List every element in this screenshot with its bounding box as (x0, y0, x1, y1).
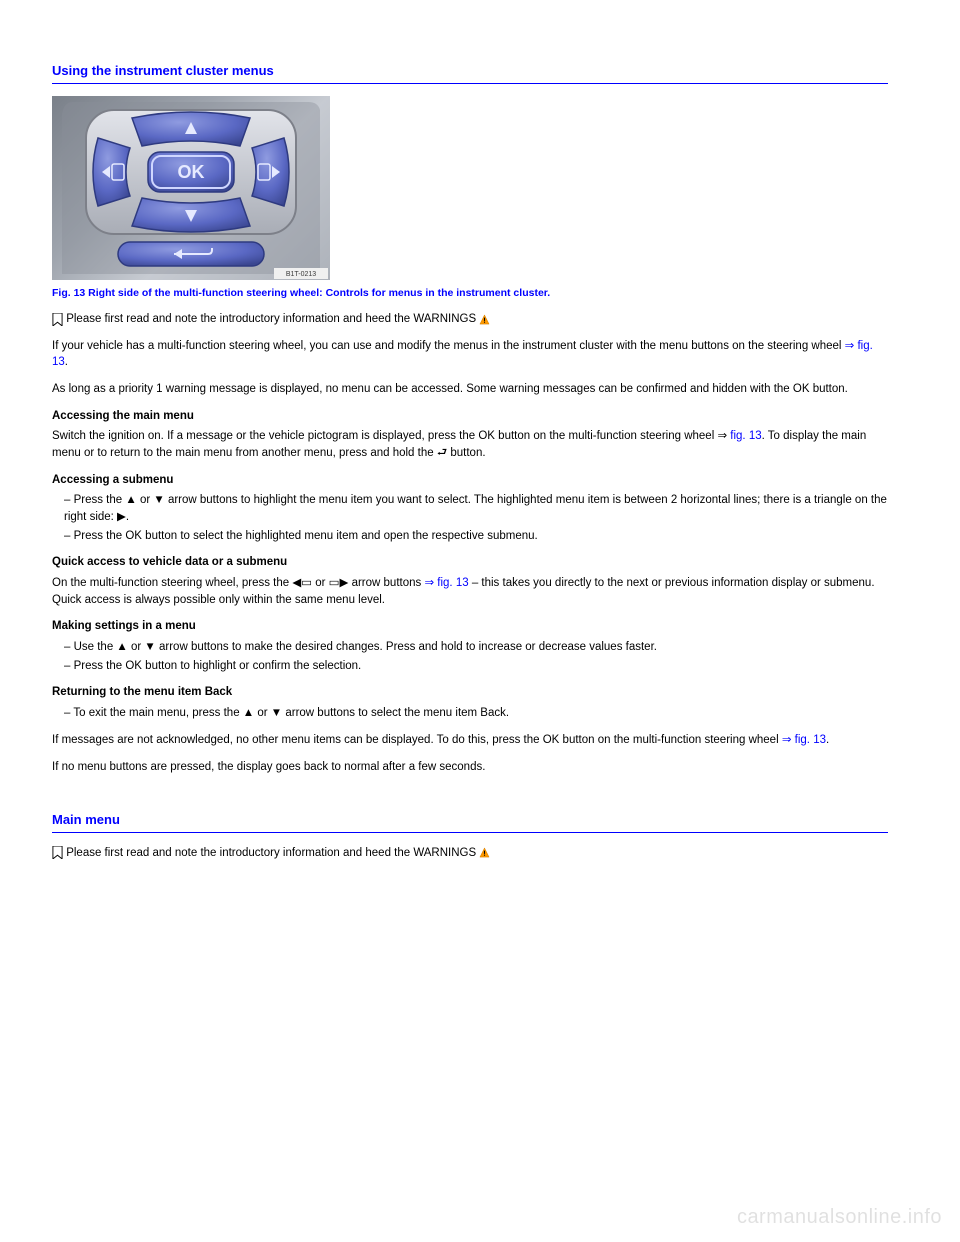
warning-icon (479, 847, 490, 858)
list-item: Press the OK button to select the highli… (64, 528, 888, 545)
note-figref: ⇒ fig. 13 (782, 734, 826, 746)
sub1-pre: Switch the ignition on. If a message or … (52, 430, 730, 442)
list-settings: Use the ▲ or ▼ arrow buttons to make the… (52, 639, 888, 674)
quick-figref: ⇒ fig. 13 (424, 577, 468, 589)
list-return-back: To exit the main menu, press the ▲ or ▼ … (52, 705, 888, 722)
ok-button-label: OK (178, 162, 205, 182)
p1-pre: If your vehicle has a multi-function ste… (52, 340, 845, 352)
paragraph-accessing-main: Switch the ignition on. If a message or … (52, 428, 888, 461)
note-pre: If messages are not acknowledged, no oth… (52, 734, 782, 746)
figure-id-label: B1T-0213 (286, 271, 316, 278)
list-accessing-sub: Press the ▲ or ▼ arrow buttons to highli… (52, 492, 888, 544)
section-heading-2: Main menu (52, 811, 888, 830)
paragraph-quick-access: On the multi-function steering wheel, pr… (52, 575, 888, 608)
figure-13: OK B1T-0213 (52, 96, 888, 280)
subhead-accessing-sub: Accessing a submenu (52, 472, 888, 489)
subhead-settings: Making settings in a menu (52, 618, 888, 635)
intro-paragraph-1: Please first read and note the introduct… (52, 311, 888, 328)
note-post: . (826, 734, 829, 746)
bookmark-icon (52, 313, 63, 326)
sub1-figref: fig. 13 (730, 430, 761, 442)
quick-pre: On the multi-function steering wheel, pr… (52, 577, 424, 589)
watermark: carmanualsonline.info (737, 1203, 942, 1232)
note-timeout: If no menu buttons are pressed, the disp… (52, 759, 888, 776)
subhead-quick-access: Quick access to vehicle data or a submen… (52, 554, 888, 571)
list-item: Press the ▲ or ▼ arrow buttons to highli… (64, 492, 888, 525)
note-acknowledge: If messages are not acknowledged, no oth… (52, 732, 888, 749)
steering-wheel-controls-image: OK B1T-0213 (52, 96, 330, 280)
subhead-return-back: Returning to the menu item Back (52, 684, 888, 701)
list-item: Use the ▲ or ▼ arrow buttons to make the… (64, 639, 888, 656)
list-item: To exit the main menu, press the ▲ or ▼ … (64, 705, 888, 722)
figure-13-caption: Fig. 13 Right side of the multi-function… (52, 286, 888, 301)
intro-text-2: Please first read and note the introduct… (66, 847, 476, 859)
section-heading-1: Using the instrument cluster menus (52, 62, 888, 81)
intro-paragraph-2: Please first read and note the introduct… (52, 845, 888, 862)
section-rule-2 (52, 832, 888, 833)
list-item: Press the OK button to highlight or conf… (64, 658, 888, 675)
bookmark-icon (52, 846, 63, 859)
paragraph-mfsw: If your vehicle has a multi-function ste… (52, 338, 888, 371)
intro-text-1: Please first read and note the introduct… (66, 313, 476, 325)
paragraph-priority-warning: As long as a priority 1 warning message … (52, 381, 888, 398)
section-rule-1 (52, 83, 888, 84)
subhead-accessing-main: Accessing the main menu (52, 408, 888, 425)
warning-icon (479, 314, 490, 325)
p1-post: . (65, 356, 68, 368)
